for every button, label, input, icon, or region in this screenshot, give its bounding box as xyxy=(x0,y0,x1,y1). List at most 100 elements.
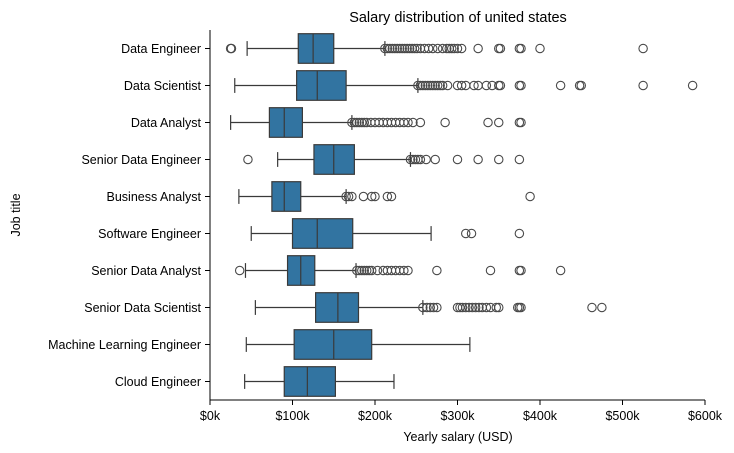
outlier-point xyxy=(469,80,479,91)
outlier-point xyxy=(587,302,597,313)
outlier-point xyxy=(354,265,365,276)
outlier-point xyxy=(491,302,502,313)
outlier-point xyxy=(387,43,398,54)
outlier-point xyxy=(347,191,357,202)
outlier-point xyxy=(481,80,492,91)
outlier-point xyxy=(446,43,457,54)
outlier-point xyxy=(243,154,253,165)
box-group xyxy=(244,366,395,397)
outlier-point xyxy=(423,80,433,91)
x-tick-label: $0k xyxy=(200,409,221,423)
outlier-point xyxy=(473,43,483,54)
outlier-point xyxy=(687,80,698,91)
outlier-point xyxy=(456,80,467,91)
outlier-point xyxy=(452,154,463,165)
outlier-point xyxy=(516,117,526,128)
outlier-point xyxy=(354,117,365,128)
outlier-point xyxy=(457,302,468,313)
outlier-point xyxy=(359,265,370,276)
outlier-point xyxy=(359,117,370,128)
y-tick-label: Data Engineer xyxy=(121,42,201,56)
outlier-point xyxy=(449,43,459,54)
y-tick-label: Data Analyst xyxy=(131,116,202,130)
y-tick-label: Machine Learning Engineer xyxy=(48,338,201,352)
y-tick-label: Senior Data Engineer xyxy=(81,153,201,167)
box-group xyxy=(243,144,525,175)
iqr-box xyxy=(283,366,337,397)
outlier-point xyxy=(516,43,526,54)
outlier-point xyxy=(405,154,416,165)
outlier-point xyxy=(440,117,450,128)
outlier-point xyxy=(402,43,412,54)
outlier-point xyxy=(495,80,506,91)
outlier-point xyxy=(418,80,428,91)
outlier-point xyxy=(423,43,434,54)
outlier-point xyxy=(460,302,471,313)
box-group xyxy=(254,292,607,323)
outlier-point xyxy=(432,265,442,276)
x-tick-label: $300k xyxy=(440,409,475,423)
outlier-point xyxy=(427,80,438,91)
x-axis-ticks: $0k $100k $200k $300k $400k $500k $600k xyxy=(200,400,723,423)
outlier-point xyxy=(347,117,357,128)
outlier-point xyxy=(352,117,362,128)
outlier-point xyxy=(474,302,484,313)
outlier-point xyxy=(437,43,448,54)
outlier-point xyxy=(390,43,400,54)
outlier-point xyxy=(357,117,367,128)
outlier-point xyxy=(467,302,478,313)
outlier-point xyxy=(413,80,423,91)
box-group xyxy=(245,329,471,360)
outlier-point xyxy=(408,117,418,128)
outlier-point xyxy=(638,80,648,91)
outlier-point xyxy=(415,117,426,128)
y-tick-label: Senior Data Analyst xyxy=(91,264,201,278)
y-tick-label: Data Scientist xyxy=(124,79,202,93)
outlier-point xyxy=(495,43,506,54)
outlier-point xyxy=(366,191,377,202)
iqr-box xyxy=(271,181,302,212)
outlier-point xyxy=(466,228,477,239)
outlier-point xyxy=(382,191,393,202)
outlier-point xyxy=(352,265,362,276)
outlier-point xyxy=(349,117,360,128)
outlier-point xyxy=(470,302,481,313)
outlier-point xyxy=(420,80,431,91)
y-tick-label: Software Engineer xyxy=(98,227,201,241)
outlier-point xyxy=(442,80,453,91)
outlier-point xyxy=(516,80,526,91)
outlier-point xyxy=(418,302,428,313)
outlier-point xyxy=(425,302,436,313)
outlier-point xyxy=(234,265,245,276)
y-axis-ticks: Data Engineer Data Scientist Data Analyst S… xyxy=(48,42,210,389)
outlier-point xyxy=(382,43,393,54)
y-tick-label: Senior Data Scientist xyxy=(84,301,201,315)
outlier-point xyxy=(410,154,421,165)
outlier-point xyxy=(525,191,535,202)
outlier-point xyxy=(435,80,445,91)
outlier-point xyxy=(415,154,426,165)
x-tick-label: $200k xyxy=(358,409,393,423)
iqr-box xyxy=(296,70,347,101)
outlier-point xyxy=(428,302,439,313)
outlier-point xyxy=(493,117,504,128)
outlier-point xyxy=(464,302,474,313)
outlier-point xyxy=(493,154,504,165)
x-tick-label: $400k xyxy=(523,409,558,423)
box-group xyxy=(234,255,566,286)
iqr-box xyxy=(268,107,303,138)
box-group xyxy=(234,70,698,101)
outlier-point xyxy=(473,154,483,165)
outlier-point xyxy=(399,117,409,128)
outlier-point xyxy=(408,154,418,165)
outlier-point xyxy=(516,265,526,276)
outlier-point xyxy=(481,302,492,313)
y-axis-title: Job title xyxy=(9,193,23,236)
outlier-point xyxy=(425,80,436,91)
outlier-point xyxy=(415,80,426,91)
outlier-point xyxy=(432,43,443,54)
outlier-point xyxy=(380,43,390,54)
outlier-point xyxy=(403,265,413,276)
outlier-point xyxy=(597,302,607,313)
